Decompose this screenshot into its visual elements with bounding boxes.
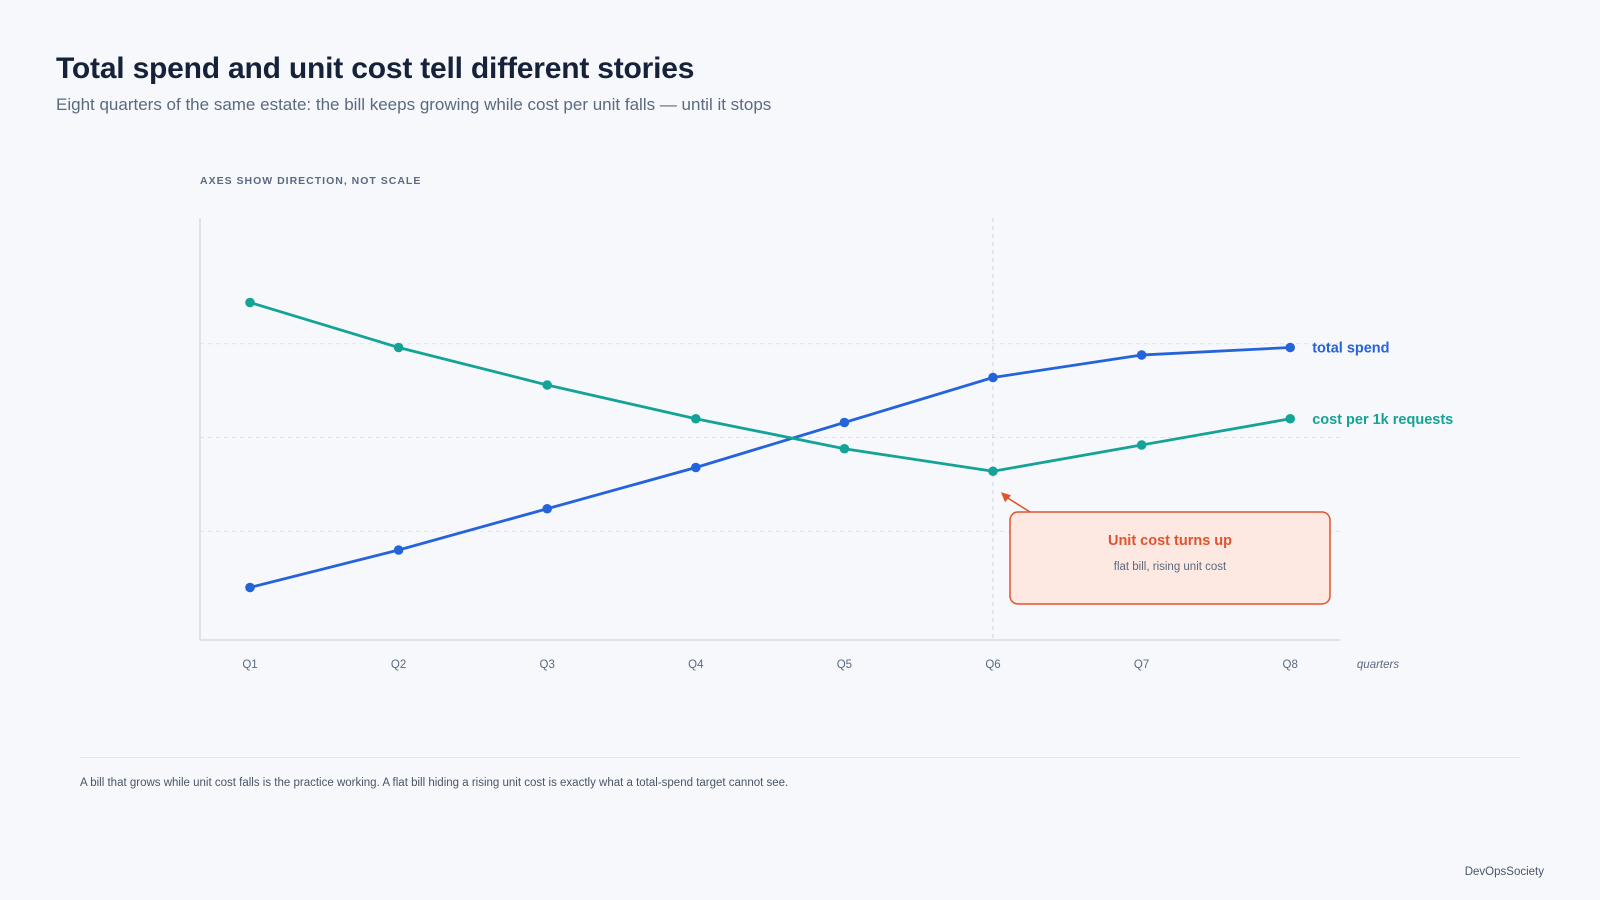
x-tick-label: Q4 bbox=[688, 659, 704, 671]
data-point bbox=[691, 462, 701, 473]
x-tick-label: Q3 bbox=[540, 659, 555, 671]
series-line-1 bbox=[248, 301, 1292, 473]
chart-axes bbox=[199, 218, 1340, 641]
data-point bbox=[1285, 342, 1295, 353]
data-point bbox=[542, 380, 552, 390]
data-point bbox=[839, 417, 850, 428]
callout-arrow-head bbox=[1001, 492, 1011, 503]
footer-divider bbox=[80, 757, 1520, 758]
footnote: A bill that grows while unit cost falls … bbox=[80, 777, 789, 789]
data-point bbox=[1136, 440, 1147, 450]
data-point bbox=[1285, 413, 1295, 424]
grid-lines bbox=[200, 218, 1340, 640]
data-point bbox=[245, 297, 255, 308]
data-point bbox=[542, 503, 552, 514]
data-point bbox=[1136, 350, 1147, 360]
x-tick-label: Q7 bbox=[1134, 659, 1149, 671]
page-title: Total spend and unit cost tell different… bbox=[56, 52, 695, 85]
x-tick-label: Q6 bbox=[985, 659, 1000, 671]
data-point bbox=[839, 443, 850, 454]
x-tick-label: Q8 bbox=[1283, 659, 1298, 671]
series-line-0 bbox=[248, 346, 1292, 589]
x-tick-label: Q5 bbox=[837, 659, 852, 671]
data-point bbox=[245, 582, 255, 593]
data-point bbox=[988, 372, 998, 383]
series-label: cost per 1k requests bbox=[1312, 412, 1453, 428]
x-axis-label: quarters bbox=[1357, 659, 1399, 671]
series-label: total spend bbox=[1312, 341, 1389, 357]
axes-note: AXES SHOW DIRECTION, NOT SCALE bbox=[200, 175, 422, 187]
credit: DevOpsSociety bbox=[1464, 866, 1544, 878]
page-subtitle: Eight quarters of the same estate: the b… bbox=[56, 95, 772, 114]
x-tick-label: Q1 bbox=[242, 659, 257, 671]
data-point bbox=[988, 466, 998, 477]
data-point bbox=[393, 545, 404, 555]
chart-annotation: Unit cost turns up flat bill, rising unit… bbox=[1001, 492, 1331, 605]
data-point bbox=[393, 342, 404, 353]
x-axis-ticks: Q1 Q2 Q3 Q4 Q5 Q6 Q7 Q8 quarters bbox=[242, 659, 1399, 671]
data-point bbox=[691, 413, 701, 424]
x-tick-label: Q2 bbox=[391, 659, 406, 671]
chart-series: total spend cost per 1k requests bbox=[245, 297, 1453, 593]
callout-text: flat bill, rising unit cost bbox=[1114, 561, 1227, 573]
callout-title: Unit cost turns up bbox=[1108, 533, 1232, 549]
callout-box bbox=[1009, 511, 1331, 605]
line-chart: total spend cost per 1k requests Unit cos… bbox=[199, 218, 1453, 671]
callout-arrow-line bbox=[1004, 495, 1031, 513]
